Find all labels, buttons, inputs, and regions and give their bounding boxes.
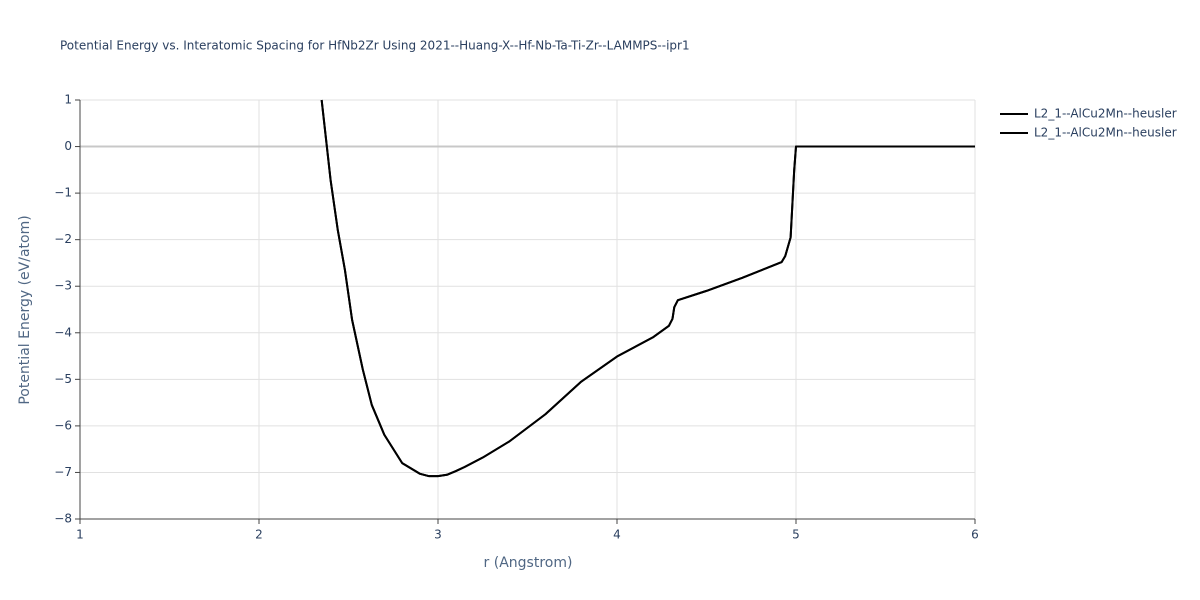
y-tick-label: −2 (54, 232, 72, 246)
x-tick-label: 1 (76, 528, 84, 542)
x-axis-title: r (Angstrom) (484, 555, 573, 571)
chart-title: Potential Energy vs. Interatomic Spacing… (60, 39, 690, 53)
x-tick-label: 3 (434, 528, 442, 542)
x-tick-label: 5 (792, 528, 800, 542)
y-tick-label: −3 (54, 279, 72, 293)
y-axis-title: Potential Energy (eV/atom) (17, 215, 33, 404)
legend-label: L2_1--AlCu2Mn--heusler (1034, 107, 1177, 121)
y-tick-label: −1 (54, 186, 72, 200)
series-line (320, 99, 975, 478)
x-tick-label: 4 (613, 528, 621, 542)
x-tick-label: 6 (971, 528, 979, 542)
x-tick-label: 2 (255, 528, 263, 542)
legend-label: L2_1--AlCu2Mn--heusler (1034, 126, 1177, 140)
y-tick-label: −8 (54, 512, 72, 526)
y-tick-label: 1 (64, 93, 72, 107)
y-tick-label: −4 (54, 325, 72, 339)
y-tick-label: −5 (54, 372, 72, 386)
y-tick-label: 0 (64, 139, 72, 153)
y-tick-label: −7 (54, 465, 72, 479)
y-tick-label: −6 (54, 418, 72, 432)
